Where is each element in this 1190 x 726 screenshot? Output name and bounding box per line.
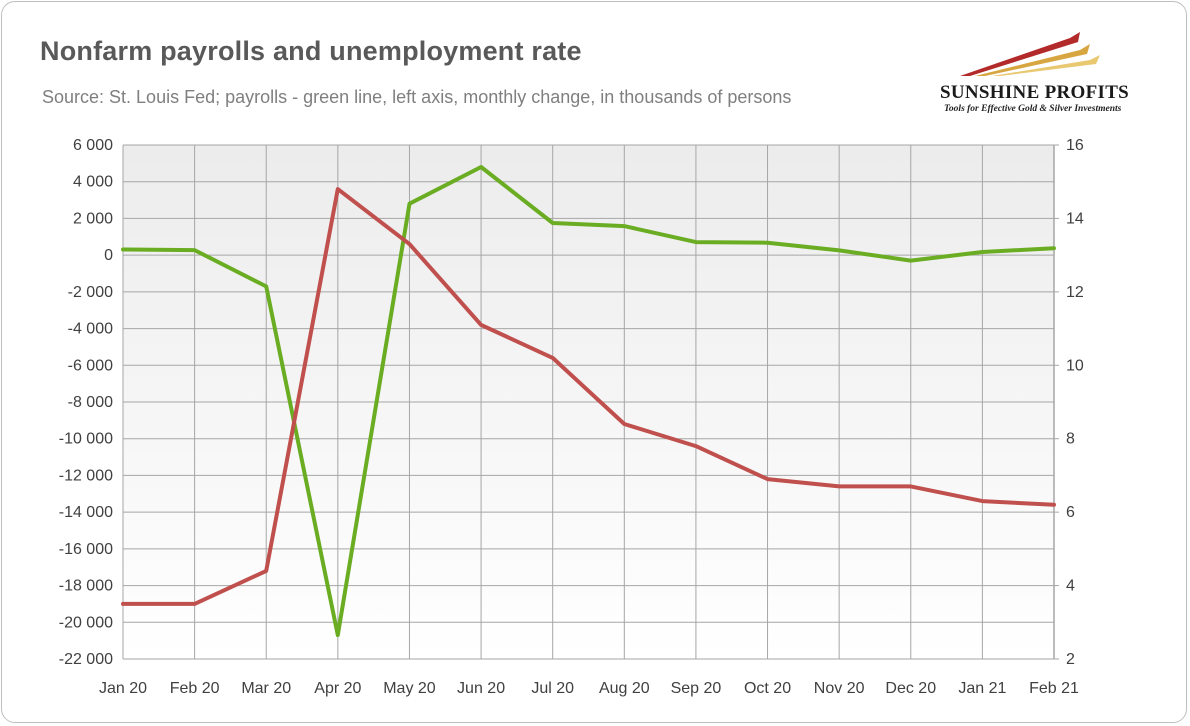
x-axis-tick-label: Sep 20 — [671, 680, 722, 697]
series-line-unemployment — [121, 187, 1056, 606]
right-axis-tick-label: 12 — [1066, 284, 1084, 301]
left-axis-tick-label: -2 000 — [68, 284, 113, 301]
x-axis-tick-label: Mar 20 — [241, 680, 291, 697]
x-axis-tick-label: Aug 20 — [599, 680, 650, 697]
sunshine-profits-logo-icon — [960, 32, 1100, 76]
x-axis-tick-label: May 20 — [383, 680, 436, 697]
left-axis-tick-label: 2 000 — [73, 210, 113, 227]
left-axis-tick-label: -16 000 — [59, 541, 113, 558]
series-line-payrolls — [121, 165, 1056, 638]
x-axis-tick-label: Feb 20 — [170, 680, 220, 697]
left-axis-tick-label: -22 000 — [59, 651, 113, 668]
x-axis-tick-label: Feb 21 — [1029, 680, 1079, 697]
left-axis-tick-label: 0 — [104, 247, 113, 264]
left-axis-tick-label: -12 000 — [59, 467, 113, 484]
right-axis-tick-label: 10 — [1066, 357, 1084, 374]
right-axis-tick-label: 4 — [1066, 578, 1075, 595]
x-axis-tick-label: Jan 20 — [99, 680, 147, 697]
left-axis-tick-label: 4 000 — [73, 174, 113, 191]
right-axis-tick-label: 6 — [1066, 504, 1075, 521]
right-axis-tick-label: 8 — [1066, 431, 1075, 448]
x-axis-tick-label: Jan 21 — [958, 680, 1006, 697]
right-axis-tick-label: 2 — [1066, 651, 1075, 668]
left-axis-tick-label: -14 000 — [59, 504, 113, 521]
x-axis-tick-label: Jul 20 — [531, 680, 574, 697]
left-axis-tick-label: 6 000 — [73, 137, 113, 154]
left-axis-tick-label: -18 000 — [59, 578, 113, 595]
x-axis-tick-label: Dec 20 — [885, 680, 936, 697]
right-axis-tick-label: 16 — [1066, 137, 1084, 154]
left-axis-tick-label: -20 000 — [59, 614, 113, 631]
chart-subtitle: Source: St. Louis Fed; payrolls - green … — [42, 87, 792, 107]
left-axis-tick-label: -10 000 — [59, 431, 113, 448]
right-axis-tick-label: 14 — [1066, 210, 1084, 227]
logo-name: SUNSHINE PROFITS — [940, 82, 1130, 103]
left-axis-tick-label: -4 000 — [68, 321, 113, 338]
x-axis-tick-label: Nov 20 — [814, 680, 865, 697]
chart-title: Nonfarm payrolls and unemployment rate — [40, 36, 582, 66]
left-axis-tick-label: -8 000 — [68, 394, 113, 411]
x-axis-tick-label: Jun 20 — [457, 680, 505, 697]
x-axis-tick-label: Apr 20 — [314, 680, 361, 697]
logo-tagline: Tools for Effective Gold & Silver Invest… — [944, 104, 1122, 114]
x-axis-tick-label: Oct 20 — [744, 680, 791, 697]
left-axis-tick-label: -6 000 — [68, 357, 113, 374]
